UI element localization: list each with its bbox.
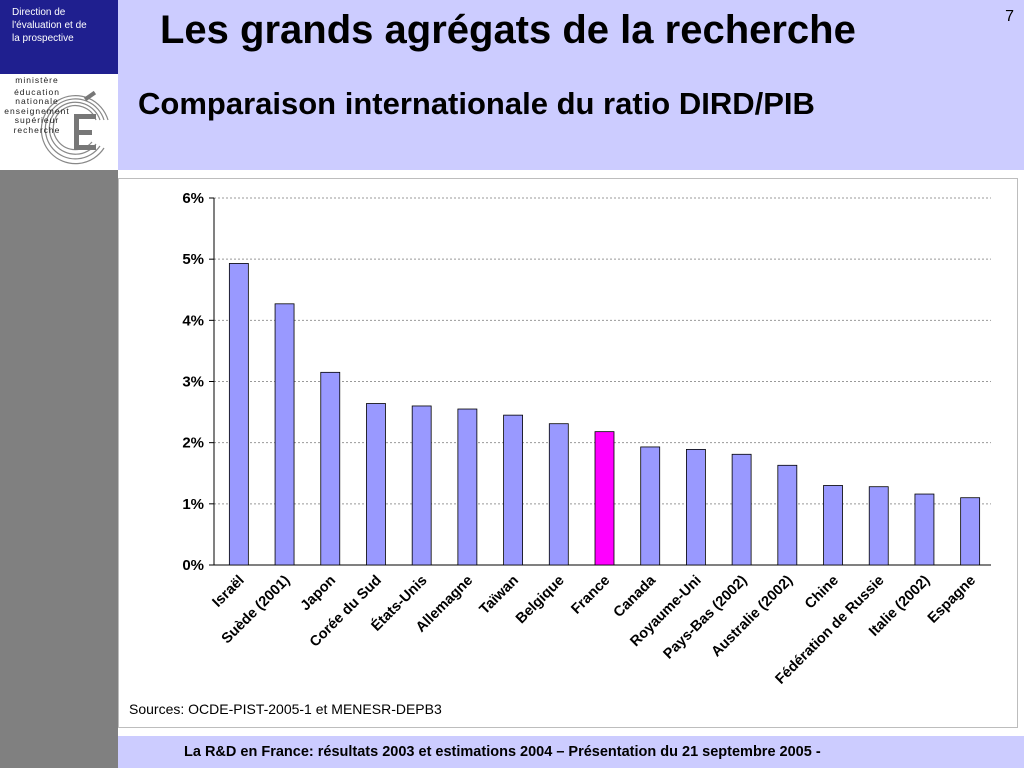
category-label: Chine (802, 573, 842, 613)
y-tick-label: 5% (182, 251, 204, 268)
slide-header: Les grands agrégats de la recherche Comp… (118, 0, 1024, 170)
bar (366, 403, 386, 566)
chart-panel: 0% 1% 2% 3% 4% 5% 6% Israël Suède (2001) Japon Cor… (118, 178, 1018, 728)
category-label: Espagne (925, 573, 979, 627)
category-label: France (568, 573, 613, 618)
ministry-line: ministère (15, 75, 59, 85)
direction-label-box: Direction de l'évaluation et de la prosp… (0, 0, 118, 74)
chart-sources: Sources: OCDE-PIST-2005-1 et MENESR-DEPB… (129, 701, 442, 717)
bar (868, 486, 889, 566)
y-tick-label: 6% (182, 190, 204, 207)
bar (731, 453, 752, 566)
slide-subtitle: Comparaison internationale du ratio DIRD… (138, 86, 815, 121)
category-label: Belgique (513, 573, 568, 628)
slide-title: Les grands agrégats de la recherche (160, 8, 856, 52)
page-number: 7 (1005, 8, 1014, 25)
bar (503, 414, 523, 566)
y-tick-label: 1% (182, 496, 204, 513)
bar (640, 446, 661, 566)
y-tick-label: 0% (182, 557, 204, 574)
category-label: Pays-Bas (2002) (660, 572, 750, 662)
y-tick-label: 2% (182, 435, 204, 452)
bar (320, 371, 341, 566)
bar (228, 263, 249, 566)
ministry-line: éducation (14, 86, 60, 97)
bar (548, 423, 569, 566)
ministry-e-emblem-icon (40, 90, 109, 165)
bar (914, 493, 935, 566)
ministry-text: ministère éducation nationale enseigneme… (2, 75, 72, 136)
direction-line: la prospective (12, 33, 74, 44)
category-label: Australie (2002) (708, 572, 796, 660)
y-tick-label: 4% (182, 312, 204, 329)
bar (457, 408, 478, 566)
bar (777, 464, 798, 566)
ministry-line: recherche (13, 124, 61, 135)
ministry-line: enseignement (4, 105, 70, 116)
ministry-line: nationale (15, 96, 59, 107)
bar (823, 485, 843, 566)
footer-text: La R&D en France: résultats 2003 et esti… (184, 744, 821, 760)
bar (274, 303, 295, 566)
direction-line: Direction de (12, 7, 66, 18)
category-label: Israël (210, 573, 248, 611)
category-label: Japon (298, 573, 340, 615)
y-tick-label: 3% (182, 374, 204, 391)
ministry-logo: ministère éducation nationale enseigneme… (0, 74, 118, 170)
bar (686, 448, 706, 566)
slide-footer: La R&D en France: résultats 2003 et esti… (118, 736, 1024, 768)
bar (594, 431, 615, 566)
direction-line: l'évaluation et de (12, 20, 87, 31)
bar (411, 405, 432, 566)
ministry-line: supérieur (14, 115, 60, 126)
bar (960, 497, 981, 566)
category-label: Taïwan (477, 573, 522, 618)
